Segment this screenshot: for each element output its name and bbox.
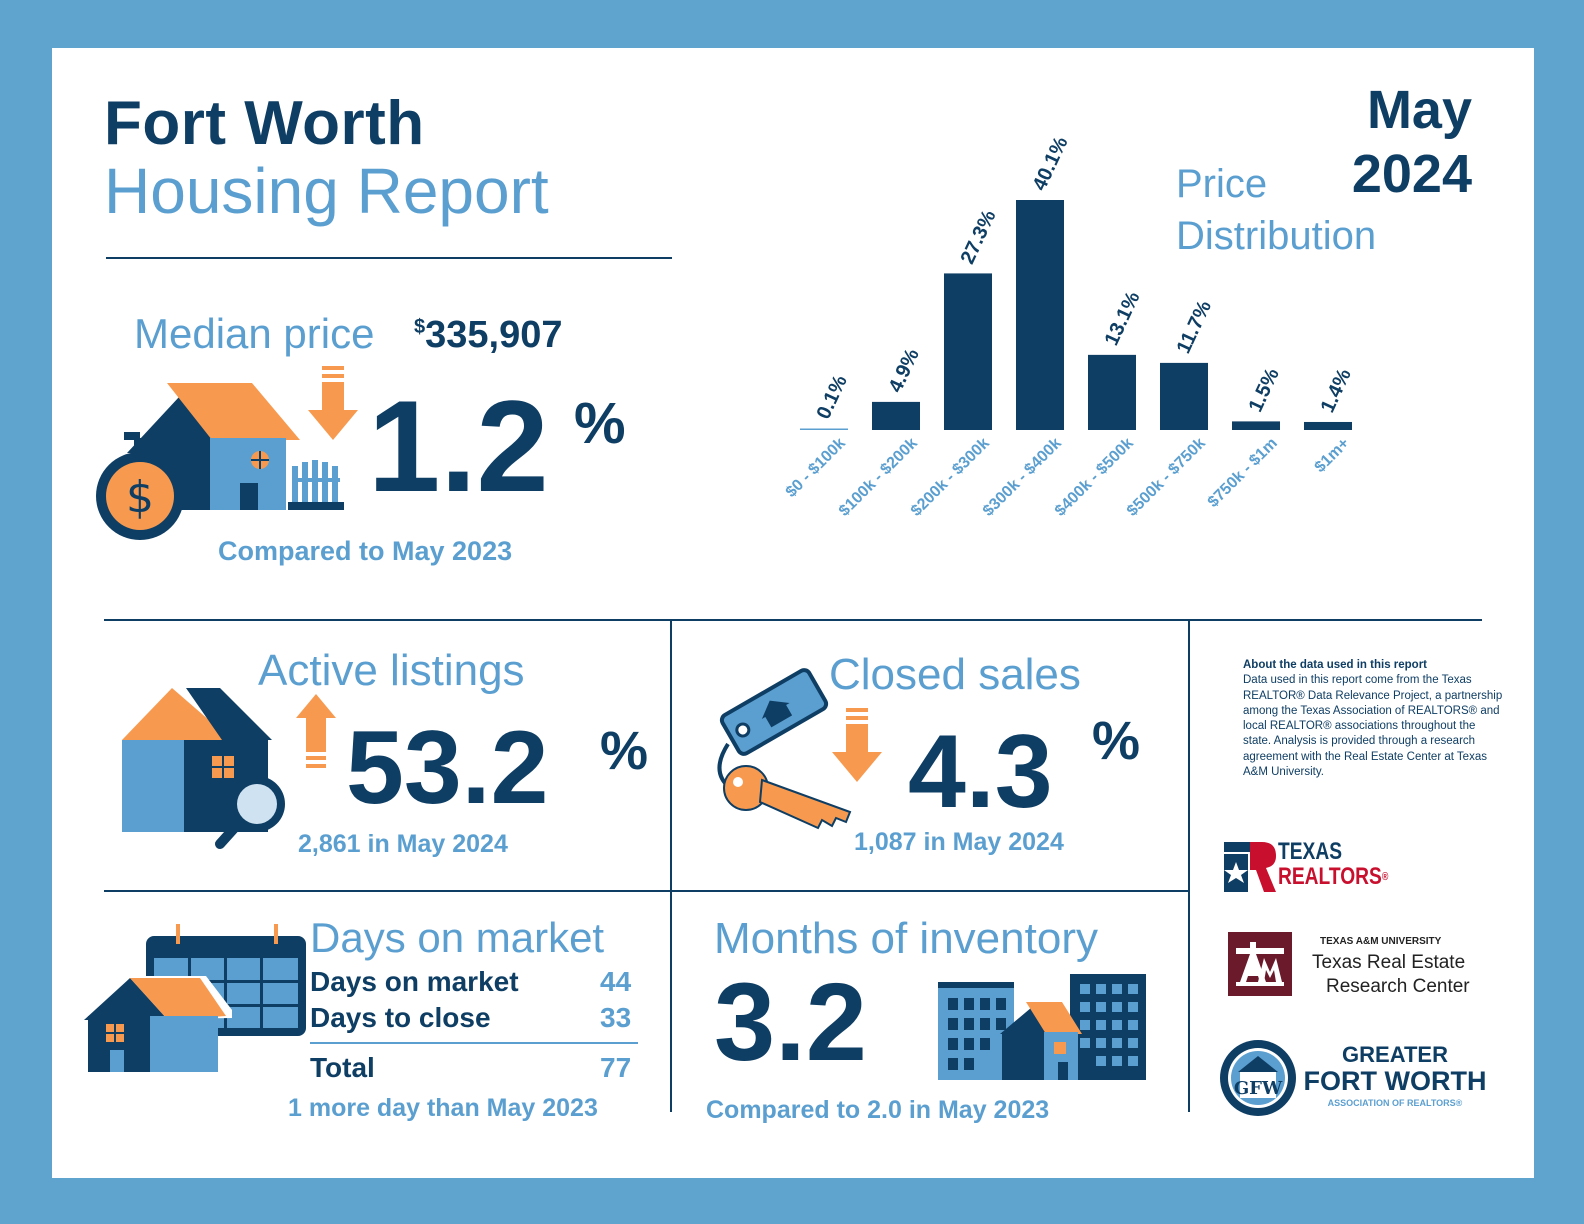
bar-label-5: 11.7% xyxy=(1173,297,1217,357)
house-search-icon xyxy=(122,688,285,849)
dom-row-label: Days on market xyxy=(310,966,519,997)
x-tick-7: $1m+ xyxy=(1312,435,1353,476)
tamu-line1: Texas Real Estate xyxy=(1312,952,1466,973)
currency-symbol: $ xyxy=(414,316,426,338)
bar-label-3: 40.1% xyxy=(1029,133,1073,194)
x-tick-5: $500k - $750k xyxy=(1124,435,1209,520)
about-body: Data used in this report come from the T… xyxy=(1243,674,1503,779)
texas-realtors-line2-text: REALTORS xyxy=(1278,863,1382,890)
months-inventory-label: Months of inventory xyxy=(714,914,1098,963)
report-year: 2024 xyxy=(1351,144,1472,204)
bar-label-6: 1.5% xyxy=(1245,365,1284,416)
total-value: 77 xyxy=(600,1052,632,1083)
header-divider xyxy=(106,257,672,259)
x-tick-6: $750k - $1m xyxy=(1205,435,1281,511)
closed-sales-change: 4.3 xyxy=(908,714,1053,830)
dom-row-value: 44 xyxy=(600,966,632,997)
gfw-line2: FORT WORTH xyxy=(1303,1066,1487,1096)
bar-4 xyxy=(1088,354,1136,430)
total-divider xyxy=(310,1042,638,1044)
calendar-house-icon xyxy=(84,924,306,1072)
tamu-line2: Research Center xyxy=(1326,976,1470,997)
median-change: 1.2 xyxy=(368,373,549,519)
texas-realtors-line1: TEXAS xyxy=(1278,838,1343,865)
gfw-line3: ASSOCIATION OF REALTORS® xyxy=(1327,1098,1463,1108)
report-month: May xyxy=(1366,80,1472,140)
about-heading: About the data used in this report xyxy=(1243,659,1428,671)
texas-realtors-mark-icon xyxy=(1224,842,1276,892)
pd-label-line2: Distribution xyxy=(1176,214,1377,258)
bar-2 xyxy=(944,273,992,430)
closed-sales-sub: 1,087 in May 2024 xyxy=(854,828,1064,856)
median-price-value: 335,907 xyxy=(425,314,563,356)
arrow-up-icon xyxy=(296,694,336,768)
dtc-row-value: 33 xyxy=(600,1002,632,1033)
active-listings-change: 53.2 xyxy=(346,710,549,826)
texas-realtors-mark: ® xyxy=(1381,871,1389,883)
closed-sales-pct-sign: % xyxy=(1092,711,1141,771)
texas-realtors-line2: REALTORS® xyxy=(1278,864,1388,890)
price-distribution-label: Price Distribution xyxy=(1176,158,1376,262)
report-title: Housing Report xyxy=(104,155,549,227)
active-listings-label: Active listings xyxy=(258,646,525,695)
gfw-line1: GREATER xyxy=(1342,1042,1448,1067)
house-money-icon: $ xyxy=(96,383,344,540)
bar-label-0: 0.1% xyxy=(813,372,852,423)
arrow-down-icon-2 xyxy=(832,708,882,782)
closed-sales-label: Closed sales xyxy=(829,650,1081,699)
arrow-down-icon xyxy=(308,366,358,440)
bar-label-7: 1.4% xyxy=(1317,365,1356,416)
about-data: About the data used in this report Data … xyxy=(1243,658,1503,780)
bar-label-2: 27.3% xyxy=(957,207,1001,268)
report-date: May 2024 xyxy=(1352,78,1472,206)
tamu-atm-icon xyxy=(1228,932,1292,996)
bar-3 xyxy=(1016,200,1064,430)
column-divider-2 xyxy=(1188,620,1190,1112)
svg-text:$: $ xyxy=(126,472,154,523)
report-card: Fort Worth Housing Report May 2024 Media… xyxy=(52,48,1534,1178)
pd-label-line1: Price xyxy=(1176,162,1268,206)
gfw-emblem-icon: GFW xyxy=(1220,1040,1296,1116)
days-on-market-label: Days on market xyxy=(310,914,605,961)
section-divider-mid xyxy=(104,890,1190,892)
median-pct-sign: % xyxy=(574,391,626,456)
x-tick-0: $0 - $100k xyxy=(783,435,849,501)
bar-6 xyxy=(1232,421,1280,430)
median-compare: Compared to May 2023 xyxy=(218,536,513,566)
bar-1 xyxy=(872,401,920,430)
key-tag-icon xyxy=(717,668,852,830)
section-divider-top xyxy=(104,619,1482,621)
active-listings-pct-sign: % xyxy=(600,721,649,781)
bar-0 xyxy=(800,428,848,430)
svg-text:GFW: GFW xyxy=(1234,1078,1283,1099)
days-on-market-sub: 1 more day than May 2023 xyxy=(288,1094,598,1122)
bar-5 xyxy=(1160,362,1208,430)
median-price-value-wrap: $335,907 xyxy=(414,314,563,357)
months-inventory-sub: Compared to 2.0 in May 2023 xyxy=(706,1096,1050,1124)
column-divider-1 xyxy=(670,620,672,1112)
active-listings-sub: 2,861 in May 2024 xyxy=(298,830,508,858)
buildings-icon xyxy=(938,974,1146,1080)
dtc-row-label: Days to close xyxy=(310,1002,491,1033)
months-inventory-value: 3.2 xyxy=(714,961,867,1084)
total-label: Total xyxy=(310,1052,375,1083)
atm-mark-icon xyxy=(1236,942,1284,986)
tamu-small: TEXAS A&M UNIVERSITY xyxy=(1320,936,1442,947)
city-title: Fort Worth xyxy=(104,89,425,158)
median-price-label: Median price xyxy=(134,310,375,357)
bar-label-1: 4.9% xyxy=(885,345,924,396)
bar-label-4: 13.1% xyxy=(1101,288,1145,349)
bar-7 xyxy=(1304,421,1352,430)
